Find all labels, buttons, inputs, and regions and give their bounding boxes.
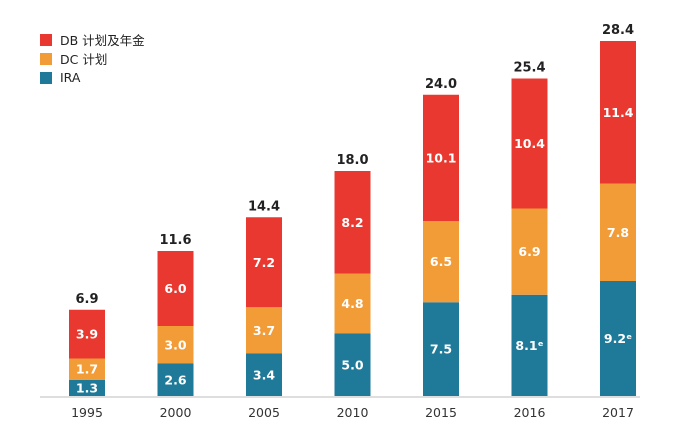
bar-label-dc-1995: 1.7 [76, 362, 98, 377]
bar-ira-2010 [334, 333, 371, 396]
bar-dc-2000 [157, 326, 194, 364]
bar-label-dc-2000: 3.0 [164, 337, 186, 352]
bar-label-dc-2005: 3.7 [253, 323, 275, 338]
total-label-2015: 24.0 [425, 77, 457, 92]
bar-db-2005 [246, 217, 282, 308]
bar-label-db-2010: 8.2 [341, 215, 363, 230]
bar-label-dc-2015: 6.5 [430, 254, 452, 269]
x-tick-label-2000: 2000 [160, 405, 192, 420]
legend-item-db: DB 计划及年金 [40, 31, 145, 48]
bar-label-ira-2005: 3.4 [253, 367, 275, 382]
legend: DB 计划及年金 DC 计划 IRA [40, 31, 145, 88]
bar-db-2015 [423, 94, 459, 221]
total-label-2016: 25.4 [513, 61, 545, 76]
bar-label-ira-2015: 7.5 [430, 342, 452, 357]
bar-db-2016 [511, 78, 548, 209]
total-label-1995: 6.9 [75, 292, 98, 307]
bar-db-2000 [157, 251, 194, 326]
legend-item-ira: IRA [40, 69, 145, 86]
legend-label-dc: DC 计划 [60, 52, 108, 67]
total-label-2017: 28.4 [602, 23, 634, 38]
bar-label-ira-2016: 8.1ᵉ [515, 338, 543, 353]
bar-label-db-2015: 10.1 [426, 150, 457, 165]
bar-dc-1995 [69, 358, 105, 380]
bar-dc-2010 [334, 273, 371, 334]
bar-db-2017 [600, 41, 636, 184]
x-tick-label-2016: 2016 [514, 405, 546, 420]
legend-swatch-dc [40, 52, 52, 65]
bar-ira-1995 [69, 379, 105, 396]
x-tick-label-1995: 1995 [71, 405, 103, 420]
bar-dc-2017 [600, 183, 636, 281]
total-label-2010: 18.0 [336, 153, 368, 168]
bar-label-db-1995: 3.9 [76, 327, 98, 342]
legend-swatch-db [40, 33, 52, 46]
bar-label-dc-2017: 7.8 [607, 225, 629, 240]
legend-label-ira: IRA [60, 70, 81, 85]
total-label-2000: 11.6 [159, 233, 191, 248]
legend-label-db: DB 计划及年金 [60, 33, 145, 48]
bar-label-dc-2016: 6.9 [518, 244, 540, 259]
bar-dc-2015 [423, 221, 459, 303]
bar-ira-2017 [600, 281, 636, 396]
legend-swatch-ira [40, 71, 52, 84]
bar-label-ira-2017: 9.2ᵉ [604, 331, 632, 346]
bar-label-db-2016: 10.4 [514, 136, 545, 151]
bar-ira-2005 [246, 353, 282, 396]
legend-item-dc: DC 计划 [40, 50, 145, 67]
bar-label-ira-2010: 5.0 [341, 357, 363, 372]
bar-ira-2000 [157, 363, 194, 396]
x-tick-label-2005: 2005 [248, 405, 280, 420]
bar-label-db-2000: 6.0 [164, 281, 186, 296]
bar-db-2010 [334, 171, 371, 274]
bar-dc-2005 [246, 307, 282, 354]
bar-label-ira-2000: 2.6 [164, 372, 186, 387]
x-tick-label-2015: 2015 [425, 405, 457, 420]
x-tick-label-2017: 2017 [602, 405, 634, 420]
bar-dc-2016 [511, 208, 548, 295]
bar-db-1995 [69, 309, 105, 359]
bar-label-db-2005: 7.2 [253, 255, 275, 270]
bar-label-ira-1995: 1.3 [76, 380, 98, 395]
bar-ira-2015 [423, 302, 459, 396]
total-label-2005: 14.4 [248, 199, 280, 214]
bar-label-db-2017: 11.4 [603, 105, 634, 120]
x-tick-label-2010: 2010 [337, 405, 369, 420]
bar-ira-2016 [511, 294, 548, 396]
bar-label-dc-2010: 4.8 [341, 296, 363, 311]
